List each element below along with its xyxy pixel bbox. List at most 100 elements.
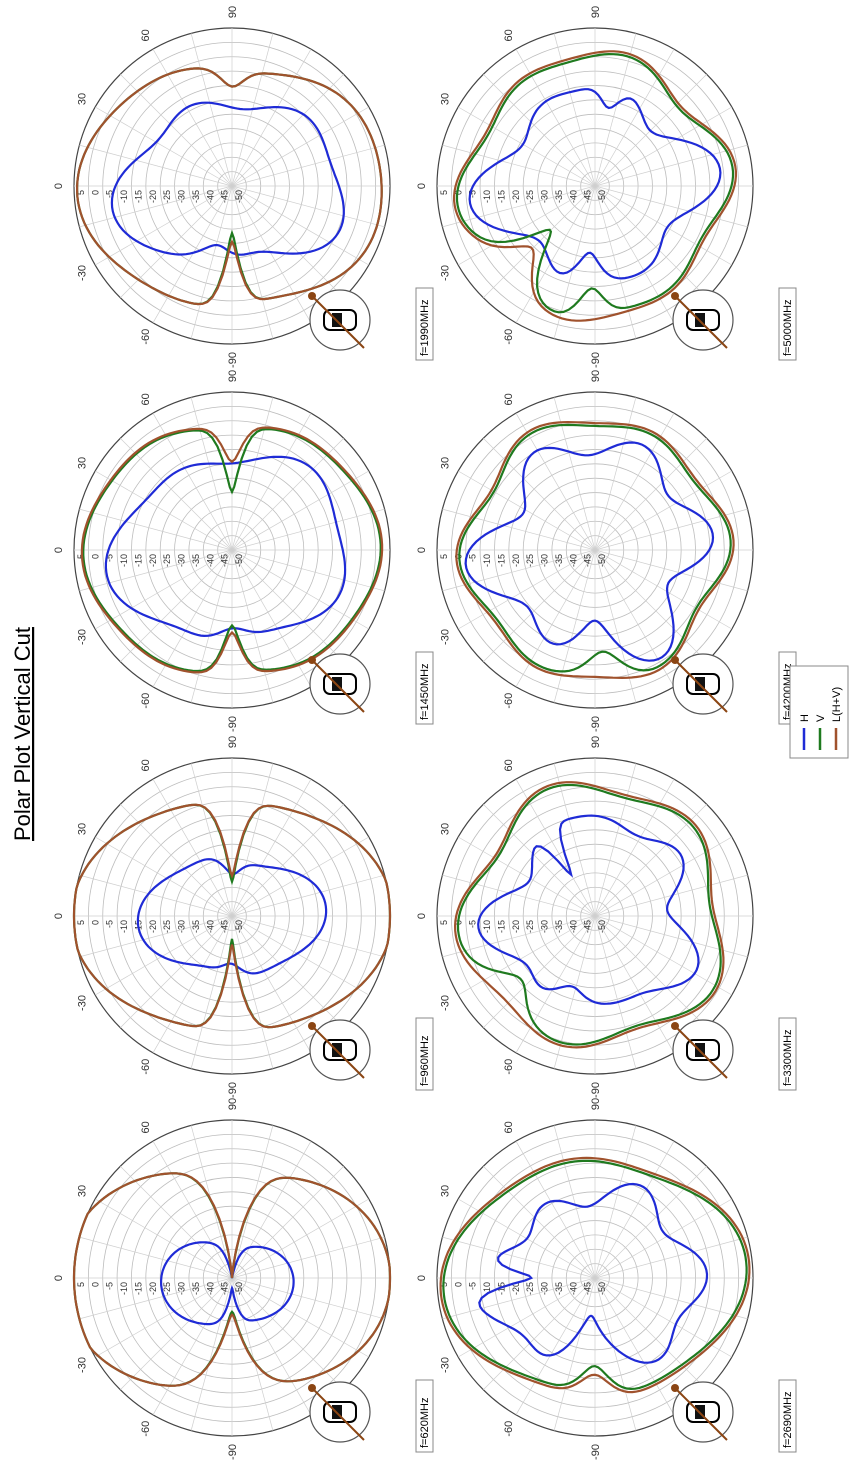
grid-spoke bbox=[594, 915, 733, 996]
radial-tick-label: -15 bbox=[133, 1282, 143, 1295]
angle-label: 30 bbox=[439, 1185, 451, 1197]
grid-spoke bbox=[231, 1166, 344, 1279]
angle-label: -60 bbox=[140, 1059, 152, 1075]
antenna-dot bbox=[308, 656, 316, 664]
angle-label: 0 bbox=[53, 1275, 65, 1281]
grid-spoke bbox=[483, 74, 596, 187]
angle-label: -60 bbox=[140, 693, 152, 709]
grid-spoke bbox=[553, 397, 596, 551]
grid-spoke bbox=[231, 185, 312, 324]
radial-tick-label: -50 bbox=[234, 920, 244, 933]
grid-spoke bbox=[231, 1277, 274, 1431]
radial-tick-label: -45 bbox=[583, 190, 593, 203]
radial-tick-label: -25 bbox=[525, 190, 535, 203]
grid-spoke bbox=[594, 1277, 637, 1431]
grid-spoke bbox=[457, 185, 596, 266]
series-curve-lhv bbox=[455, 420, 735, 680]
radial-tick-label: -5 bbox=[105, 920, 115, 928]
radial-tick-label: -20 bbox=[511, 554, 521, 567]
angle-label: 90 bbox=[227, 6, 239, 18]
angle-label: -30 bbox=[439, 265, 451, 281]
grid-spoke bbox=[594, 915, 675, 1054]
radial-tick-label: -30 bbox=[177, 190, 187, 203]
grid-spoke bbox=[594, 836, 733, 917]
frequency-label: f=2690MHz bbox=[782, 1391, 794, 1448]
radial-tick-label: -10 bbox=[482, 1282, 492, 1295]
grid-spoke bbox=[442, 185, 596, 228]
angle-label: 0 bbox=[53, 547, 65, 553]
radial-tick-label: -45 bbox=[583, 554, 593, 567]
radial-tick-label: 0 bbox=[453, 1282, 463, 1287]
grid-spoke bbox=[231, 185, 344, 298]
grid-spoke bbox=[79, 185, 233, 228]
frequency-label-box bbox=[778, 287, 797, 361]
grid-spoke bbox=[442, 144, 596, 187]
radial-tick-label: -35 bbox=[191, 554, 201, 567]
angle-label: 30 bbox=[439, 457, 451, 469]
grid-spoke bbox=[231, 1236, 385, 1279]
angle-label: 90 bbox=[590, 1098, 602, 1110]
radial-tick-label: -40 bbox=[205, 554, 215, 567]
radial-tick-label: -35 bbox=[191, 920, 201, 933]
radial-tick-label: -45 bbox=[220, 554, 230, 567]
radial-tick-label: -10 bbox=[119, 554, 129, 567]
grid-spoke bbox=[231, 508, 385, 551]
grid-spoke bbox=[190, 915, 233, 1069]
grid-spoke bbox=[231, 48, 312, 187]
radial-tick-label: -15 bbox=[133, 554, 143, 567]
radial-tick-label: -25 bbox=[162, 190, 172, 203]
radial-tick-label: -20 bbox=[148, 1282, 158, 1295]
grid-spoke bbox=[231, 1277, 370, 1358]
grid-spoke bbox=[483, 549, 596, 662]
grid-spoke bbox=[483, 915, 596, 1028]
grid-spoke bbox=[231, 915, 385, 958]
grid-spoke bbox=[594, 915, 748, 958]
grid-spoke bbox=[120, 438, 233, 551]
radial-tick-label: -15 bbox=[133, 190, 143, 203]
grid-spoke bbox=[231, 1277, 385, 1320]
radial-tick-label: 5 bbox=[439, 920, 449, 925]
series-curve-h bbox=[160, 1241, 295, 1326]
antenna-line bbox=[311, 1025, 365, 1079]
grid-spoke bbox=[190, 33, 233, 187]
radial-tick-label: -25 bbox=[162, 1282, 172, 1295]
radial-tick-label: 0 bbox=[90, 1282, 100, 1287]
radial-tick-label: -35 bbox=[191, 190, 201, 203]
grid-spoke bbox=[594, 915, 707, 1028]
radial-tick-label: -15 bbox=[496, 920, 506, 933]
radial-tick-label: -40 bbox=[205, 920, 215, 933]
grid-spoke bbox=[120, 1277, 233, 1390]
grid-spoke bbox=[594, 1125, 637, 1279]
grid-spoke bbox=[594, 106, 733, 187]
grid-spoke bbox=[231, 185, 370, 266]
grid-spoke bbox=[442, 1277, 596, 1320]
legend: H V L(H+V) bbox=[789, 665, 849, 759]
radial-tick-label: -50 bbox=[597, 1282, 607, 1295]
radial-tick-label: -5 bbox=[105, 554, 115, 562]
series-curve-v bbox=[456, 783, 722, 1046]
angle-label: 90 bbox=[590, 736, 602, 748]
radial-tick-label: -20 bbox=[511, 920, 521, 933]
radial-tick-label: -10 bbox=[119, 1282, 129, 1295]
frequency-label: f=960MHz bbox=[419, 1036, 431, 1086]
angle-label: 60 bbox=[503, 29, 515, 41]
radial-tick-label: -20 bbox=[511, 1282, 521, 1295]
grid-spoke bbox=[79, 508, 233, 551]
grid-spoke bbox=[231, 549, 312, 688]
radial-tick-label: -50 bbox=[234, 190, 244, 203]
angle-label: 60 bbox=[140, 759, 152, 771]
radial-tick-label: 5 bbox=[439, 554, 449, 559]
grid-spoke bbox=[442, 874, 596, 917]
angle-label: -60 bbox=[503, 1421, 515, 1437]
radial-tick-label: -20 bbox=[148, 554, 158, 567]
antenna-dot bbox=[671, 292, 679, 300]
grid-spoke bbox=[231, 1277, 312, 1416]
angle-label: 90 bbox=[227, 370, 239, 382]
grid-spoke bbox=[79, 1277, 233, 1320]
grid-spoke bbox=[483, 804, 596, 917]
frequency-label-box bbox=[415, 1379, 434, 1453]
